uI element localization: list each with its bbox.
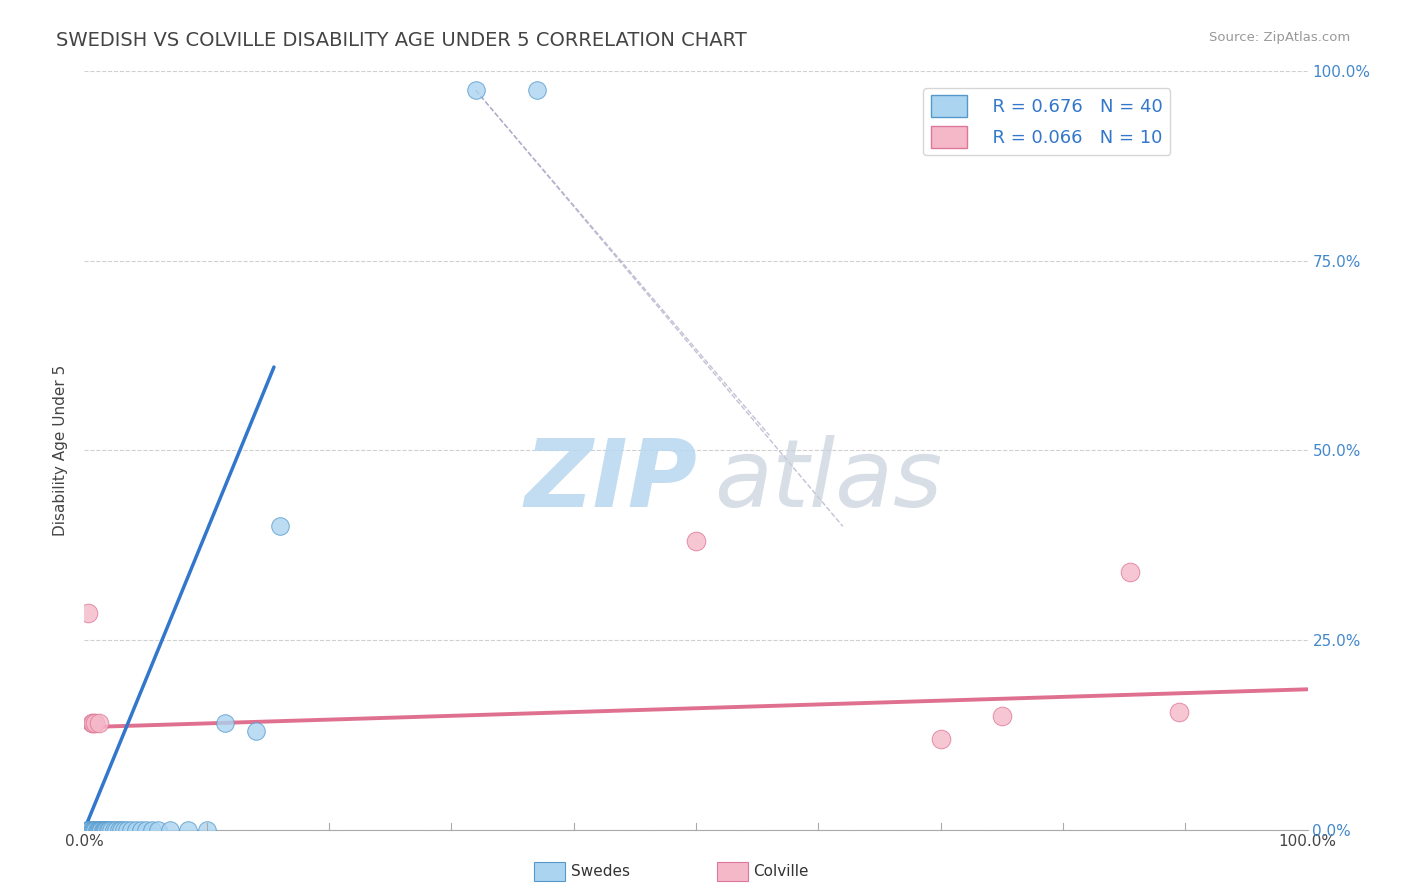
Text: Colville: Colville <box>754 864 808 879</box>
Point <box>93 822 115 837</box>
Point <box>87 822 110 837</box>
Point <box>76 822 98 837</box>
Point <box>94 822 117 837</box>
Point <box>269 519 291 533</box>
Point <box>125 822 148 837</box>
Point <box>115 822 138 837</box>
Point <box>77 822 100 837</box>
Point <box>80 716 103 731</box>
Point <box>214 716 236 731</box>
Point <box>120 822 142 837</box>
Text: SWEDISH VS COLVILLE DISABILITY AGE UNDER 5 CORRELATION CHART: SWEDISH VS COLVILLE DISABILITY AGE UNDER… <box>56 31 747 50</box>
Point <box>87 716 110 731</box>
Text: Swedes: Swedes <box>571 864 630 879</box>
Point <box>77 607 100 621</box>
Text: Source: ZipAtlas.com: Source: ZipAtlas.com <box>1209 31 1350 45</box>
Point <box>464 83 486 97</box>
Y-axis label: Disability Age Under 5: Disability Age Under 5 <box>53 365 69 536</box>
Point <box>1119 565 1142 579</box>
Point <box>141 822 163 837</box>
Point <box>79 822 101 837</box>
Point <box>685 534 707 549</box>
Point <box>245 724 267 739</box>
Point <box>105 822 128 837</box>
Point <box>100 822 122 837</box>
Point <box>1168 705 1191 719</box>
Point <box>84 822 107 837</box>
Point <box>929 731 952 746</box>
Point <box>82 822 104 837</box>
Point <box>146 822 169 837</box>
Point <box>112 822 135 837</box>
Point <box>129 822 152 837</box>
Point <box>97 822 120 837</box>
Point <box>97 822 120 837</box>
Point <box>84 716 107 731</box>
Point <box>110 822 132 837</box>
Point <box>526 83 548 97</box>
Point <box>103 822 125 837</box>
Point <box>80 822 103 837</box>
Text: atlas: atlas <box>714 435 942 526</box>
Point <box>89 822 111 837</box>
Point <box>107 822 129 837</box>
Text: ZIP: ZIP <box>524 434 697 527</box>
Point <box>991 708 1014 723</box>
Point <box>195 822 218 837</box>
Point <box>91 822 114 837</box>
Point <box>90 822 112 837</box>
Point <box>87 822 110 837</box>
Point <box>83 822 105 837</box>
Point <box>77 822 100 837</box>
Point <box>159 822 181 837</box>
Point <box>177 822 200 837</box>
Point <box>82 716 104 731</box>
Point <box>135 822 157 837</box>
Point <box>86 822 108 837</box>
Point <box>96 822 118 837</box>
Legend:   R = 0.676   N = 40,   R = 0.066   N = 10: R = 0.676 N = 40, R = 0.066 N = 10 <box>924 88 1170 155</box>
